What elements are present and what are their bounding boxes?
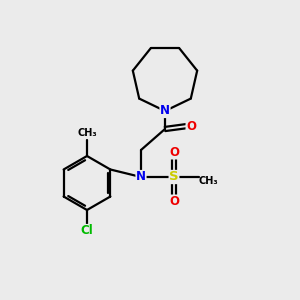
Text: CH₃: CH₃ (199, 176, 218, 187)
Text: N: N (160, 104, 170, 118)
Text: O: O (169, 146, 179, 159)
Text: CH₃: CH₃ (77, 128, 97, 139)
Text: N: N (136, 170, 146, 184)
Text: O: O (169, 195, 179, 208)
Text: Cl: Cl (81, 224, 93, 238)
Text: O: O (186, 119, 196, 133)
Text: S: S (169, 170, 179, 184)
